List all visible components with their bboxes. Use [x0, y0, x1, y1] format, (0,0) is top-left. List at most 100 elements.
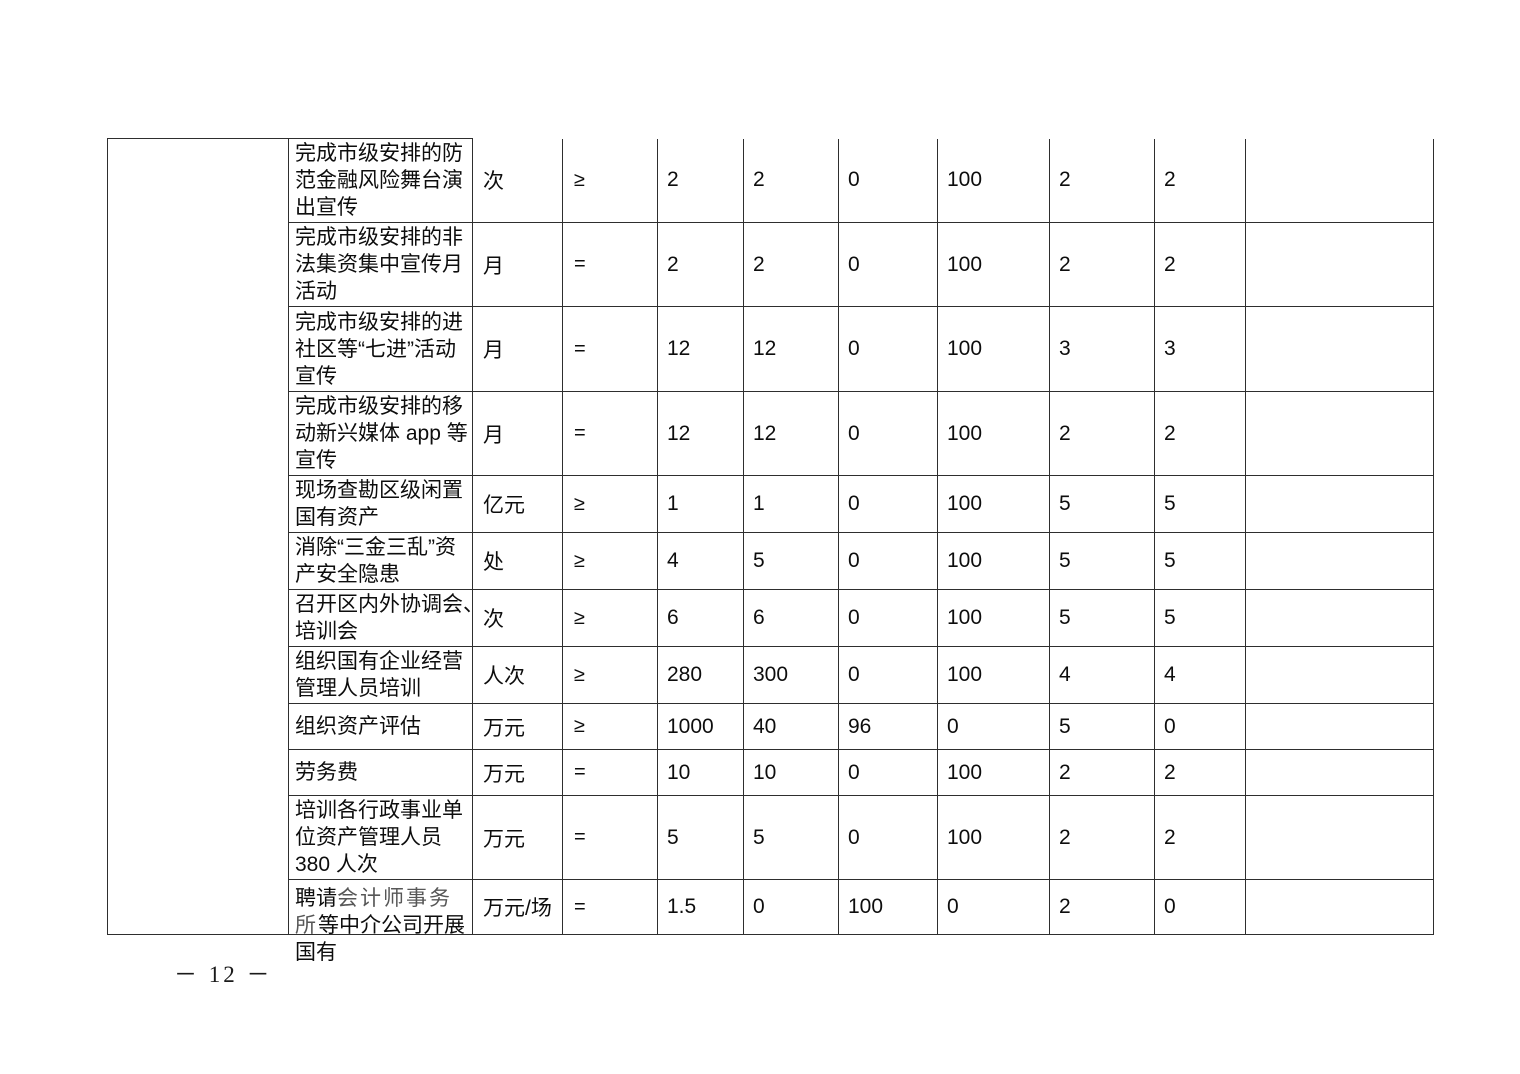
- indicator-cell: 完成市级安排的非 法集资集中宣传月 活动: [288, 222, 473, 307]
- value-cell: 2: [1154, 795, 1246, 880]
- indicator-text: 组织资产评估: [295, 713, 467, 740]
- value-cell: 5: [1049, 703, 1155, 750]
- value-cell: 5: [657, 795, 744, 880]
- value-cell: 0: [838, 646, 938, 704]
- unit-cell: 万元: [472, 749, 563, 796]
- table-row: 召开区内外协调会、 培训会次 ≥6 6 0 100 5 5: [108, 589, 1434, 647]
- indicator-cell: 完成市级安排的进 社区等“七进”活动 宣传: [288, 306, 473, 392]
- value-cell: 280: [657, 646, 744, 704]
- value-cell: 12: [743, 391, 839, 476]
- value-cell: 100: [937, 138, 1050, 223]
- unit-cell: 亿元: [472, 475, 563, 533]
- unit-cell: 万元: [472, 703, 563, 750]
- value-cell: 2: [657, 222, 744, 307]
- indicator-text-run: 组织资产评估: [295, 715, 421, 738]
- value-cell: 100: [937, 795, 1050, 880]
- value-cell: 5: [1154, 475, 1246, 533]
- value-cell: 100: [937, 532, 1050, 590]
- note-cell: [1245, 475, 1434, 533]
- note-cell: [1245, 703, 1434, 750]
- operator-cell: ≥: [562, 475, 658, 533]
- note-cell: [1245, 306, 1434, 392]
- value-cell: 1: [743, 475, 839, 533]
- value-cell: 0: [838, 795, 938, 880]
- value-cell: 300: [743, 646, 839, 704]
- value-cell: 100: [937, 646, 1050, 704]
- table-row: 组织国有企业经营 管理人员培训 人次 ≥280 300 0 100 4 4: [108, 646, 1434, 704]
- value-cell: 5: [1049, 475, 1155, 533]
- value-cell: 100: [937, 749, 1050, 796]
- note-cell: [1245, 879, 1434, 935]
- value-cell: 0: [838, 391, 938, 476]
- table-row: 现场查勘区级闲置 国有资产 亿元 ≥1 1 0 100 5 5: [108, 475, 1434, 533]
- value-cell: 4: [1154, 646, 1246, 704]
- note-cell: [1245, 138, 1434, 223]
- indicator-cell: 组织国有企业经营 管理人员培训: [288, 646, 473, 704]
- indicator-text-run: 培训各行政事业单 位资产管理人员 380 人次: [295, 799, 463, 876]
- value-cell: 2: [1154, 391, 1246, 476]
- note-cell: [1245, 749, 1434, 796]
- value-cell: 0: [838, 222, 938, 307]
- value-cell: 2: [743, 138, 839, 223]
- page-number: － 12 －: [174, 962, 273, 987]
- table-row: 完成市级安排的防 范金融风险舞台演 出宣传次 ≥2 2 0 100 2 2: [107, 138, 1434, 935]
- value-cell: 10: [743, 749, 839, 796]
- indicator-text: 培训各行政事业单 位资产管理人员 380 人次: [295, 797, 467, 878]
- value-cell: 6: [657, 589, 744, 647]
- note-cell: [1245, 532, 1434, 590]
- operator-cell: ≥: [562, 646, 658, 704]
- performance-indicator-table: 完成市级安排的防 范金融风险舞台演 出宣传次 ≥2 2 0 100 2 2 完成市级安排的非 …: [107, 138, 1434, 964]
- value-cell: 100: [937, 589, 1050, 647]
- unit-cell: 处: [472, 532, 563, 590]
- indicator-text-run: 完成市级安排的进 社区等“七进”活动 宣传: [295, 310, 463, 388]
- value-cell: 5: [1049, 532, 1155, 590]
- unit-cell: 万元: [472, 795, 563, 880]
- table-row: 组织资产评估 万元 ≥1000 40 96 0 5 0: [108, 703, 1434, 750]
- indicator-text: 现场查勘区级闲置 国有资产: [295, 477, 467, 531]
- operator-cell: =: [562, 306, 658, 392]
- value-cell: 0: [838, 138, 938, 223]
- indicator-text: 组织国有企业经营 管理人员培训: [295, 648, 467, 702]
- indicator-cell: 聘请会计师事务 所等中介公司开展 国有: [288, 879, 473, 964]
- value-cell: 2: [1049, 749, 1155, 796]
- value-cell: 40: [743, 703, 839, 750]
- indicator-text: 完成市级安排的防 范金融风险舞台演 出宣传: [295, 140, 467, 221]
- value-cell: 1: [657, 475, 744, 533]
- unit-cell: 次: [472, 589, 563, 647]
- value-cell: 0: [838, 306, 938, 392]
- indicator-text-run: 完成市级安排的防 范金融风险舞台演 出宣传: [295, 142, 463, 219]
- operator-cell: ≥: [562, 589, 658, 647]
- value-cell: 5: [1154, 532, 1246, 590]
- operator-cell: =: [562, 391, 658, 476]
- value-cell: 2: [1049, 795, 1155, 880]
- value-cell: 0: [937, 703, 1050, 750]
- indicator-cell: 组织资产评估: [288, 703, 473, 750]
- value-cell: 0: [838, 475, 938, 533]
- table-body: 完成市级安排的防 范金融风险舞台演 出宣传次 ≥2 2 0 100 2 2 完成市级安排的非 …: [107, 138, 1434, 964]
- indicator-cell: 消除“三金三乱”资 产安全隐患: [288, 532, 473, 590]
- indicator-cell: 完成市级安排的防 范金融风险舞台演 出宣传: [288, 138, 473, 223]
- value-cell: 1.5: [657, 879, 744, 935]
- value-cell: 0: [937, 879, 1050, 935]
- note-cell: [1245, 646, 1434, 704]
- indicator-text: 劳务费: [295, 759, 467, 786]
- value-cell: 10: [657, 749, 744, 796]
- value-cell: 100: [838, 879, 938, 935]
- value-cell: 96: [838, 703, 938, 750]
- note-cell: [1245, 795, 1434, 880]
- unit-cell: 月: [472, 391, 563, 476]
- value-cell: 5: [743, 532, 839, 590]
- value-cell: 0: [743, 879, 839, 935]
- note-cell: [1245, 222, 1434, 307]
- value-cell: 100: [937, 475, 1050, 533]
- table-row: 完成市级安排的进 社区等“七进”活动 宣传月 = 12 12 0 100 3 3: [108, 306, 1434, 392]
- value-cell: 2: [657, 138, 744, 223]
- indicator-text: 聘请会计师事务 所等中介公司开展 国有: [295, 881, 467, 964]
- value-cell: 100: [937, 391, 1050, 476]
- value-cell: 12: [657, 391, 744, 476]
- value-cell: 0: [1154, 703, 1246, 750]
- value-cell: 12: [657, 306, 744, 392]
- value-cell: 2: [1049, 138, 1155, 223]
- operator-cell: =: [562, 795, 658, 880]
- table-row: 聘请会计师事务 所等中介公司开展 国有 万元/场 = 1.5 0 100 0 2 0: [108, 879, 1434, 964]
